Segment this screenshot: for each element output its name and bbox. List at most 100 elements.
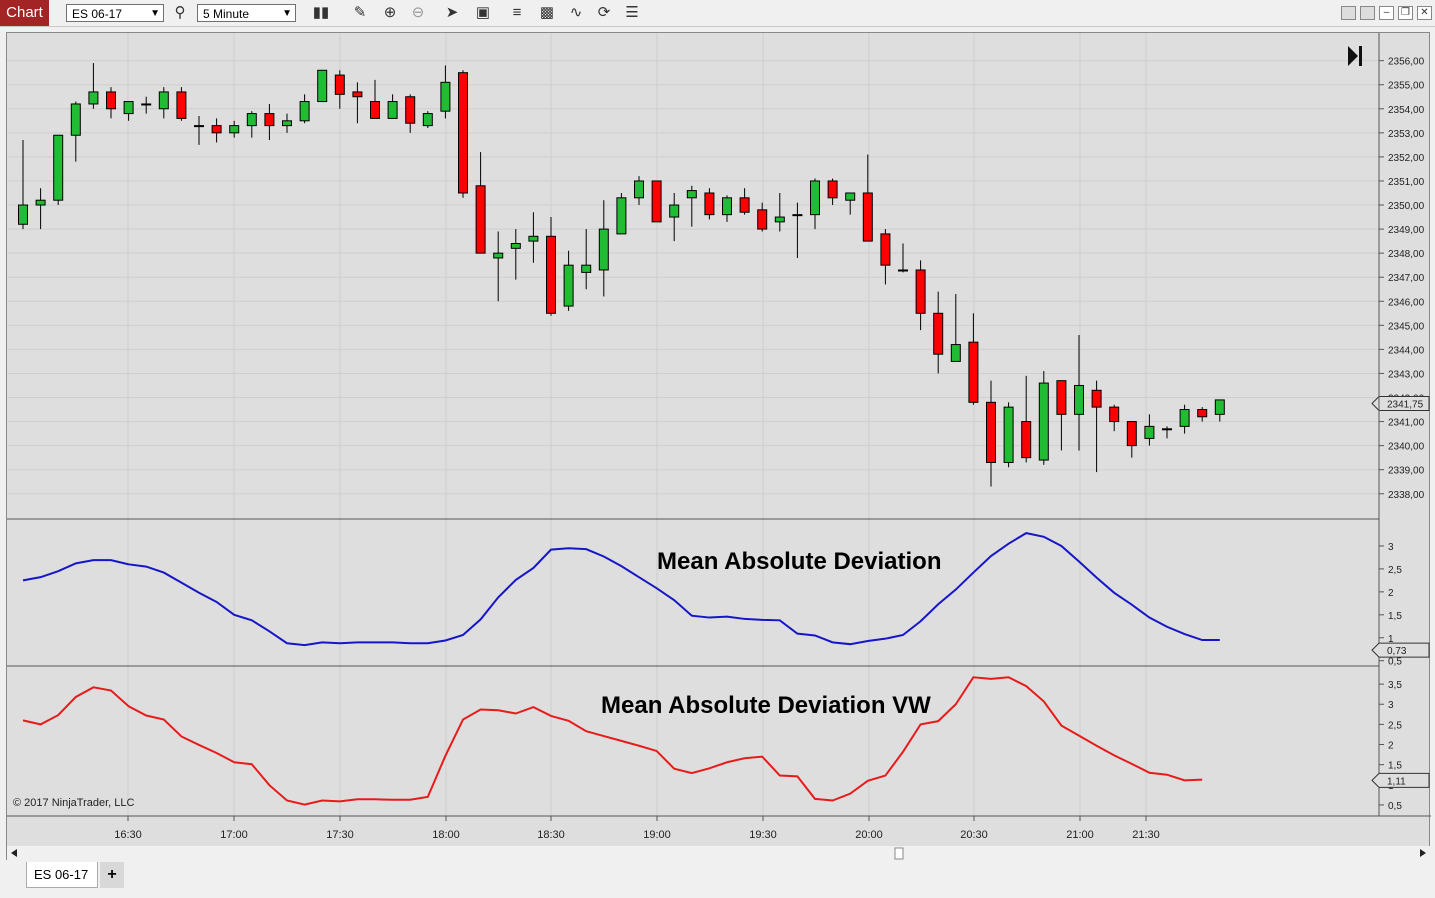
chart-trader-icon[interactable]: ≡ xyxy=(512,4,522,21)
price-tick-label: 2348,00 xyxy=(1388,249,1425,260)
candle-body xyxy=(634,180,644,199)
candle-body xyxy=(1056,380,1067,415)
indicators-icon[interactable]: ∿ xyxy=(569,4,583,21)
candle-body xyxy=(669,204,680,218)
candle-body xyxy=(950,344,961,362)
window-restore-1-icon[interactable] xyxy=(1341,6,1356,20)
candle-body xyxy=(968,341,979,403)
candle xyxy=(581,229,592,290)
candle xyxy=(898,243,908,273)
search-icon[interactable]: ⚲ xyxy=(174,4,186,21)
time-tick-label: 17:30 xyxy=(326,829,354,841)
candle-body xyxy=(739,197,750,213)
candle xyxy=(686,185,697,227)
candle xyxy=(722,195,732,222)
candle-body xyxy=(493,252,504,259)
candle-body xyxy=(704,192,715,216)
time-tick-label: 17:00 xyxy=(220,829,248,841)
price-tick-label: 2338,00 xyxy=(1388,490,1425,501)
candle xyxy=(739,188,750,215)
chart-toolbar: Chart ES 06-17 ▼ ⚲ 5 Minute ▼ ▮▮ ✎ ⊕ ⊖ ➤… xyxy=(0,0,1435,27)
candle-body xyxy=(1109,406,1120,423)
close-icon[interactable]: ✕ xyxy=(1417,6,1432,20)
chart-app-label: Chart xyxy=(0,0,49,26)
candle-body xyxy=(211,125,222,134)
scroll-left-icon[interactable] xyxy=(11,849,17,857)
candle xyxy=(88,63,99,109)
candle-body xyxy=(1179,409,1190,427)
scroll-thumb[interactable] xyxy=(894,847,904,860)
pointer-icon[interactable]: ➤ xyxy=(445,4,459,21)
time-tick-label: 20:00 xyxy=(855,829,883,841)
interval-selector[interactable]: 5 Minute ▼ xyxy=(197,4,296,22)
candle xyxy=(792,202,803,258)
chart-canvas[interactable]: 2356,00 2355,00 2354,00 2353,00 2352,00 2351,… xyxy=(7,33,1431,861)
candle xyxy=(35,188,46,230)
tab-es-06-17[interactable]: ES 06-17 xyxy=(26,862,98,888)
minimize-icon[interactable]: – xyxy=(1379,6,1394,20)
candle xyxy=(352,82,363,124)
candle-body xyxy=(915,269,926,314)
scroll-right-icon[interactable] xyxy=(1420,849,1426,857)
candle xyxy=(1197,407,1208,422)
indicator-last-value-marker: 1,11 xyxy=(1371,772,1430,788)
data-box-icon[interactable]: ▣ xyxy=(475,4,491,21)
candle-body xyxy=(563,264,574,307)
strategies-icon[interactable]: ▩ xyxy=(539,4,555,21)
indicator-tick-label: 3 xyxy=(1388,542,1394,553)
candle xyxy=(563,250,574,311)
add-tab-button[interactable]: + xyxy=(100,862,124,888)
candle-body xyxy=(1144,425,1155,439)
maximize-icon[interactable]: ❐ xyxy=(1398,6,1413,20)
candle xyxy=(123,101,134,121)
candle-body xyxy=(141,103,152,106)
mad-vw-title: Mean Absolute Deviation VW xyxy=(601,692,931,719)
candle-body xyxy=(1214,399,1225,415)
time-tick-label: 18:00 xyxy=(432,829,460,841)
candle-body xyxy=(475,185,486,254)
properties-icon[interactable]: ☰ xyxy=(625,4,639,21)
go-to-end-icon[interactable] xyxy=(1348,46,1362,66)
candle-body xyxy=(845,192,856,201)
candle-body xyxy=(1038,382,1049,461)
candle-body xyxy=(440,81,451,112)
candle xyxy=(616,192,627,235)
indicator-last-value-label: 1,11 xyxy=(1387,776,1406,787)
candle xyxy=(194,115,204,145)
horizontal-scrollbar[interactable] xyxy=(7,846,1431,860)
indicator-tick-label: 2 xyxy=(1388,588,1394,599)
pencil-icon[interactable]: ✎ xyxy=(353,4,367,21)
candle xyxy=(774,192,785,232)
chevron-down-icon: ▼ xyxy=(282,8,292,19)
candle xyxy=(246,111,257,138)
window-restore-2-icon[interactable] xyxy=(1360,6,1375,20)
instrument-selector[interactable]: ES 06-17 ▼ xyxy=(66,4,164,22)
candle-body xyxy=(1003,406,1014,463)
candle xyxy=(317,69,328,103)
time-tick-label: 18:30 xyxy=(537,829,565,841)
zoom-in-icon[interactable]: ⊕ xyxy=(383,4,397,21)
candle-body xyxy=(18,204,28,225)
candle-body xyxy=(1197,409,1208,418)
price-axis: 2356,00 2355,00 2354,00 2353,00 2352,00 2351,… xyxy=(1371,57,1430,501)
bars-type-icon[interactable]: ▮▮ xyxy=(312,4,330,21)
candle-body xyxy=(35,199,46,206)
current-price-box xyxy=(1371,396,1430,412)
candle-body xyxy=(1162,428,1172,431)
indicator-tick-label: 1,5 xyxy=(1388,611,1402,622)
price-tick-label: 2345,00 xyxy=(1388,321,1425,332)
candle-body xyxy=(158,91,169,110)
candle-body xyxy=(1021,421,1032,459)
candle-body xyxy=(334,74,345,95)
price-tick-label: 2355,00 xyxy=(1388,81,1425,92)
indicator-last-value-marker: 0,73 xyxy=(1371,642,1430,658)
candle-body xyxy=(510,243,521,249)
chevron-down-icon: ▼ xyxy=(150,8,160,19)
price-tick-label: 2349,00 xyxy=(1388,225,1425,236)
refresh-icon[interactable]: ⟳ xyxy=(597,4,611,21)
zoom-out-icon[interactable]: ⊖ xyxy=(411,4,425,21)
candle-body xyxy=(528,235,539,242)
chart-panel[interactable]: 2356,00 2355,00 2354,00 2353,00 2352,00 2351,… xyxy=(6,32,1431,861)
candle-body xyxy=(1126,421,1137,447)
candle-body xyxy=(774,216,785,223)
